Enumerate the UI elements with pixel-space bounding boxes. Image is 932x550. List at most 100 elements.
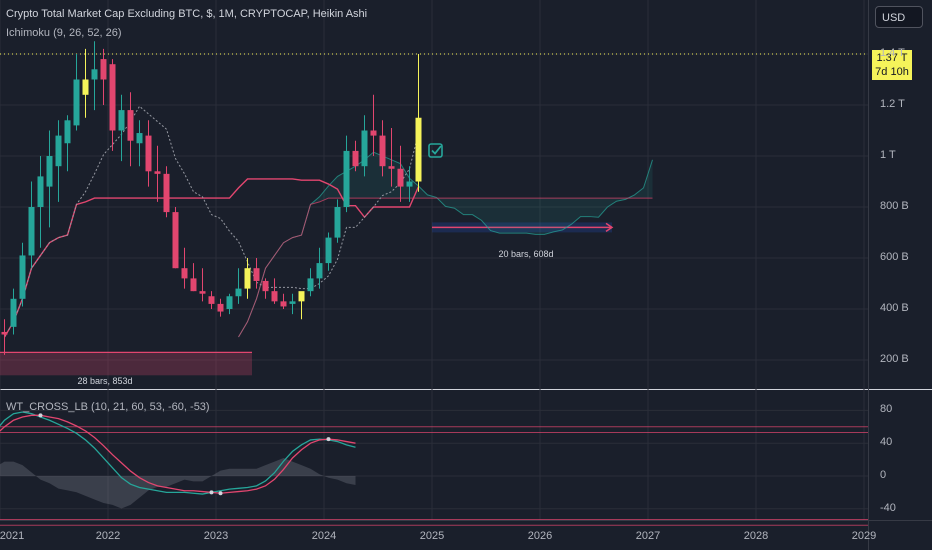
time-tick-label: 2021 [0, 530, 25, 542]
candle-body [343, 150, 350, 207]
candle [190, 263, 197, 292]
price-tick-label: 1 T [880, 149, 896, 161]
candle-body [190, 278, 197, 292]
candle [226, 293, 233, 315]
candle-body [208, 296, 215, 304]
candle-body [91, 69, 98, 80]
chart-title: Crypto Total Market Cap Excluding BTC, $… [6, 8, 368, 20]
time-tick-label: 2022 [95, 530, 121, 542]
last-price-tag: 1.37 T 7d 10h [872, 50, 912, 80]
candle [172, 207, 179, 269]
candle [262, 278, 269, 299]
oscillator-legend[interactable]: WT_CROSS_LB (10, 21, 60, 53, -60, -53) [6, 401, 210, 413]
candle [10, 288, 17, 335]
currency-button[interactable]: USD [875, 6, 923, 28]
candle-body [244, 268, 251, 289]
candle-body [154, 171, 161, 174]
osc-cross-dot [209, 490, 214, 495]
price-tick-label: 200 B [880, 353, 909, 365]
price-tick-label: 1.4 T [880, 47, 905, 59]
price-tick-label: 800 B [880, 200, 909, 212]
candle-body [307, 278, 314, 292]
candle-body [199, 291, 206, 294]
candle [199, 268, 206, 302]
candle [244, 258, 251, 299]
osc-cross-dot [38, 413, 43, 418]
candle-body [388, 166, 395, 169]
candle-body [325, 237, 332, 264]
candle [415, 54, 422, 192]
check-icon[interactable] [428, 143, 443, 158]
candle-body [163, 173, 170, 213]
candle [379, 120, 386, 177]
candle [307, 268, 314, 297]
range-right-label: 20 bars, 608d [498, 249, 554, 259]
candle-body [298, 291, 305, 302]
osc-tick-label: -40 [880, 501, 896, 514]
time-tick-label: 2024 [311, 530, 337, 542]
candle [280, 293, 287, 309]
candle-body [226, 296, 233, 309]
candle-body [127, 110, 134, 141]
range-left-label: 28 bars, 853d [77, 376, 133, 386]
candle-body [82, 79, 89, 95]
candle-body [352, 150, 359, 167]
candle-body [316, 263, 323, 279]
candle [28, 181, 35, 269]
osc-cross-dot [326, 437, 331, 442]
candle-body [271, 291, 278, 302]
candle [361, 115, 368, 177]
candle-body [334, 207, 341, 238]
candle [298, 291, 305, 320]
candle [46, 130, 53, 228]
candle-body [379, 135, 386, 167]
price-tick-label: 400 B [880, 302, 909, 314]
candle-body [235, 288, 242, 297]
time-tick-label: 2027 [635, 530, 661, 542]
price-tick-label: 1.2 T [880, 98, 905, 110]
candle [91, 41, 98, 111]
bar-countdown: 7d 10h [875, 66, 909, 78]
candle [316, 247, 323, 289]
candle [253, 258, 260, 289]
osc-cross-dot [218, 491, 223, 496]
candle [145, 120, 152, 187]
ichimoku-legend[interactable]: Ichimoku (9, 26, 52, 26) [6, 27, 122, 39]
candle [325, 232, 332, 271]
candle [343, 135, 350, 213]
price-tick-label: 600 B [880, 251, 909, 263]
candle [64, 115, 71, 172]
wt2-line [0, 414, 356, 494]
candle [154, 145, 161, 202]
candle-body [55, 135, 62, 167]
candle [127, 92, 134, 167]
osc-tick-label: 0 [880, 469, 887, 481]
last-price-value: 1.37 T [876, 52, 908, 64]
candle-body [37, 176, 44, 207]
candle [181, 247, 188, 289]
candle-body [28, 207, 35, 256]
time-tick-label: 2025 [419, 530, 445, 542]
range-right-arrow [605, 222, 614, 233]
candle-body [145, 135, 152, 172]
candle [388, 127, 395, 187]
candle-body [262, 280, 269, 292]
candle-body [181, 268, 188, 279]
candle-body [109, 64, 116, 131]
candle-body [415, 117, 422, 182]
candle-body [1, 331, 8, 335]
candle [73, 54, 80, 131]
osc-histogram [0, 457, 356, 509]
candle [1, 319, 8, 355]
candle [118, 94, 125, 162]
candle [370, 94, 377, 156]
candle [109, 59, 116, 151]
candle-body [118, 110, 125, 131]
candle-body [289, 301, 296, 304]
candle [136, 120, 143, 167]
candle [271, 278, 278, 304]
candle [334, 199, 341, 243]
candle-body [100, 59, 107, 80]
candle-body [10, 298, 17, 327]
